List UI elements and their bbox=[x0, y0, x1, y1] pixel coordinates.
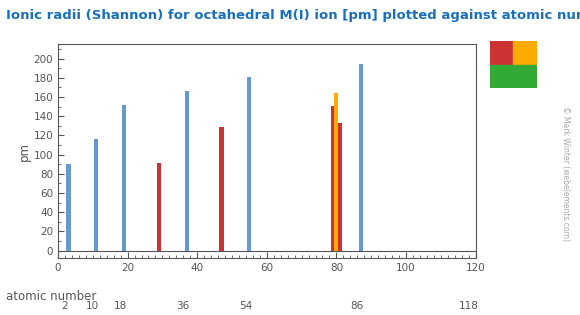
Text: Ionic radii (Shannon) for octahedral M(I) ion [pm] plotted against atomic number: Ionic radii (Shannon) for octahedral M(I… bbox=[6, 9, 580, 22]
Bar bbox=[513, 41, 536, 65]
Y-axis label: pm: pm bbox=[17, 142, 31, 161]
Text: atomic number: atomic number bbox=[6, 289, 96, 303]
Bar bbox=[94, 139, 99, 251]
Bar bbox=[334, 93, 339, 251]
Bar bbox=[122, 105, 126, 251]
Bar bbox=[157, 163, 161, 251]
Bar bbox=[490, 65, 536, 88]
Bar bbox=[66, 164, 71, 251]
Bar bbox=[331, 106, 335, 251]
Text: © Mark Winter (webelements.com): © Mark Winter (webelements.com) bbox=[561, 106, 570, 241]
Bar bbox=[219, 127, 224, 251]
Bar bbox=[184, 91, 189, 251]
Bar bbox=[358, 64, 363, 251]
Bar bbox=[490, 41, 513, 65]
Bar bbox=[338, 123, 342, 251]
Bar bbox=[247, 77, 252, 251]
